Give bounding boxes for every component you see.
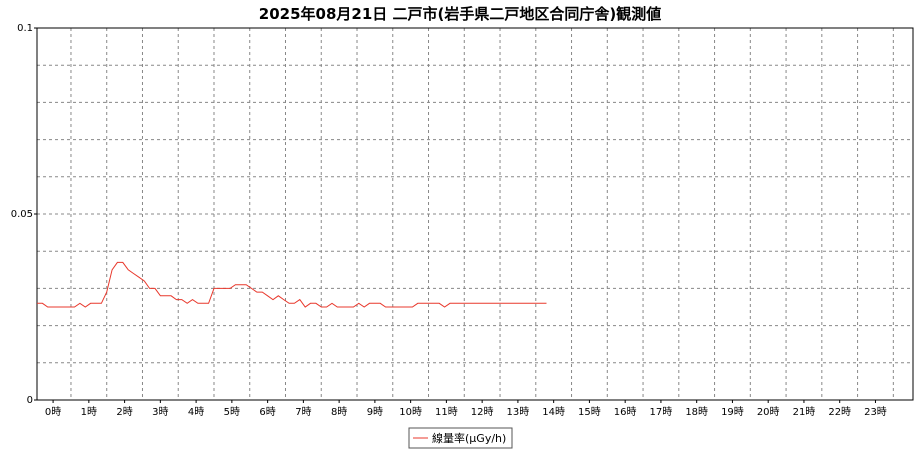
y-axis: 0 0.05 0.1: [11, 23, 37, 406]
legend-label: 線量率(μGy/h): [432, 431, 506, 445]
x-tick-label: 11時: [435, 406, 458, 418]
x-tick-label: 14時: [542, 406, 565, 418]
y-tick-label: 0: [27, 395, 33, 406]
x-tick-label: 15時: [578, 406, 601, 418]
x-tick-label: 6時: [259, 406, 275, 418]
x-tick-label: 22時: [828, 406, 851, 418]
y-tick-label: 0.05: [11, 209, 33, 220]
legend: 線量率(μGy/h): [408, 427, 513, 449]
x-tick-label: 0時: [45, 406, 61, 418]
x-tick-label: 21時: [793, 406, 816, 418]
x-axis: 0時 1時 2時 3時 4時 5時 6時 7時 8時 9時 10時 11時 12時 13時 14時 15時 16…: [45, 400, 887, 418]
x-tick-label: 13時: [507, 406, 530, 418]
x-tick-label: 2時: [116, 406, 132, 418]
x-tick-label: 9時: [367, 406, 383, 418]
x-tick-label: 10時: [399, 406, 422, 418]
x-tick-label: 20時: [757, 406, 780, 418]
x-tick-label: 19時: [721, 406, 744, 418]
x-tick-label: 18時: [685, 406, 708, 418]
x-tick-label: 1時: [81, 406, 97, 418]
x-tick-label: 17時: [650, 406, 673, 418]
x-tick-label: 16時: [614, 406, 637, 418]
x-tick-label: 8時: [331, 406, 347, 418]
legend-box: [408, 427, 513, 449]
x-tick-label: 4時: [188, 406, 204, 418]
x-tick-label: 3時: [152, 406, 168, 418]
x-tick-label: 7時: [295, 406, 311, 418]
series-layer: [37, 261, 547, 308]
x-tick-label: 12時: [471, 406, 494, 418]
grid-lines: [37, 28, 913, 400]
series-line: [37, 261, 547, 308]
x-tick-label: 5時: [224, 406, 240, 418]
chart-title: 2025年08月21日 二戸市(岩手県二戸地区合同庁舎)観測値: [259, 5, 661, 23]
y-tick-label: 0.1: [17, 23, 33, 34]
x-tick-label: 23時: [864, 406, 887, 418]
